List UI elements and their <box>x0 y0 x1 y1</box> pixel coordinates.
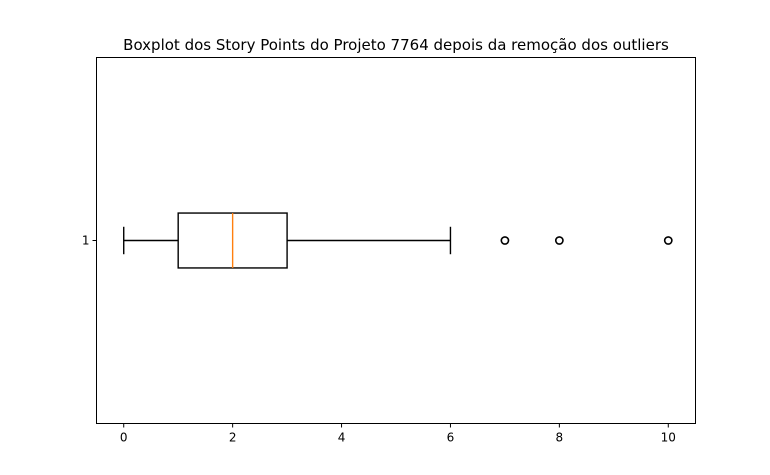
outlier-point <box>554 236 564 245</box>
boxes-layer <box>123 212 673 269</box>
x-tick-label: 10 <box>661 431 676 445</box>
y-tick-label: 1 <box>82 234 90 248</box>
x-tick-label: 8 <box>556 431 564 445</box>
outlier-point <box>663 236 673 245</box>
y-axis: 1 <box>82 234 97 248</box>
chart-title: Boxplot dos Story Points do Projeto 7764… <box>123 36 669 54</box>
x-axis: 0 2 4 6 8 10 <box>120 423 676 445</box>
x-tick-label: 2 <box>229 431 237 445</box>
x-tick-label: 6 <box>447 431 455 445</box>
x-tick-label: 4 <box>338 431 346 445</box>
x-tick-label: 0 <box>120 431 128 445</box>
outlier-point <box>500 236 510 245</box>
